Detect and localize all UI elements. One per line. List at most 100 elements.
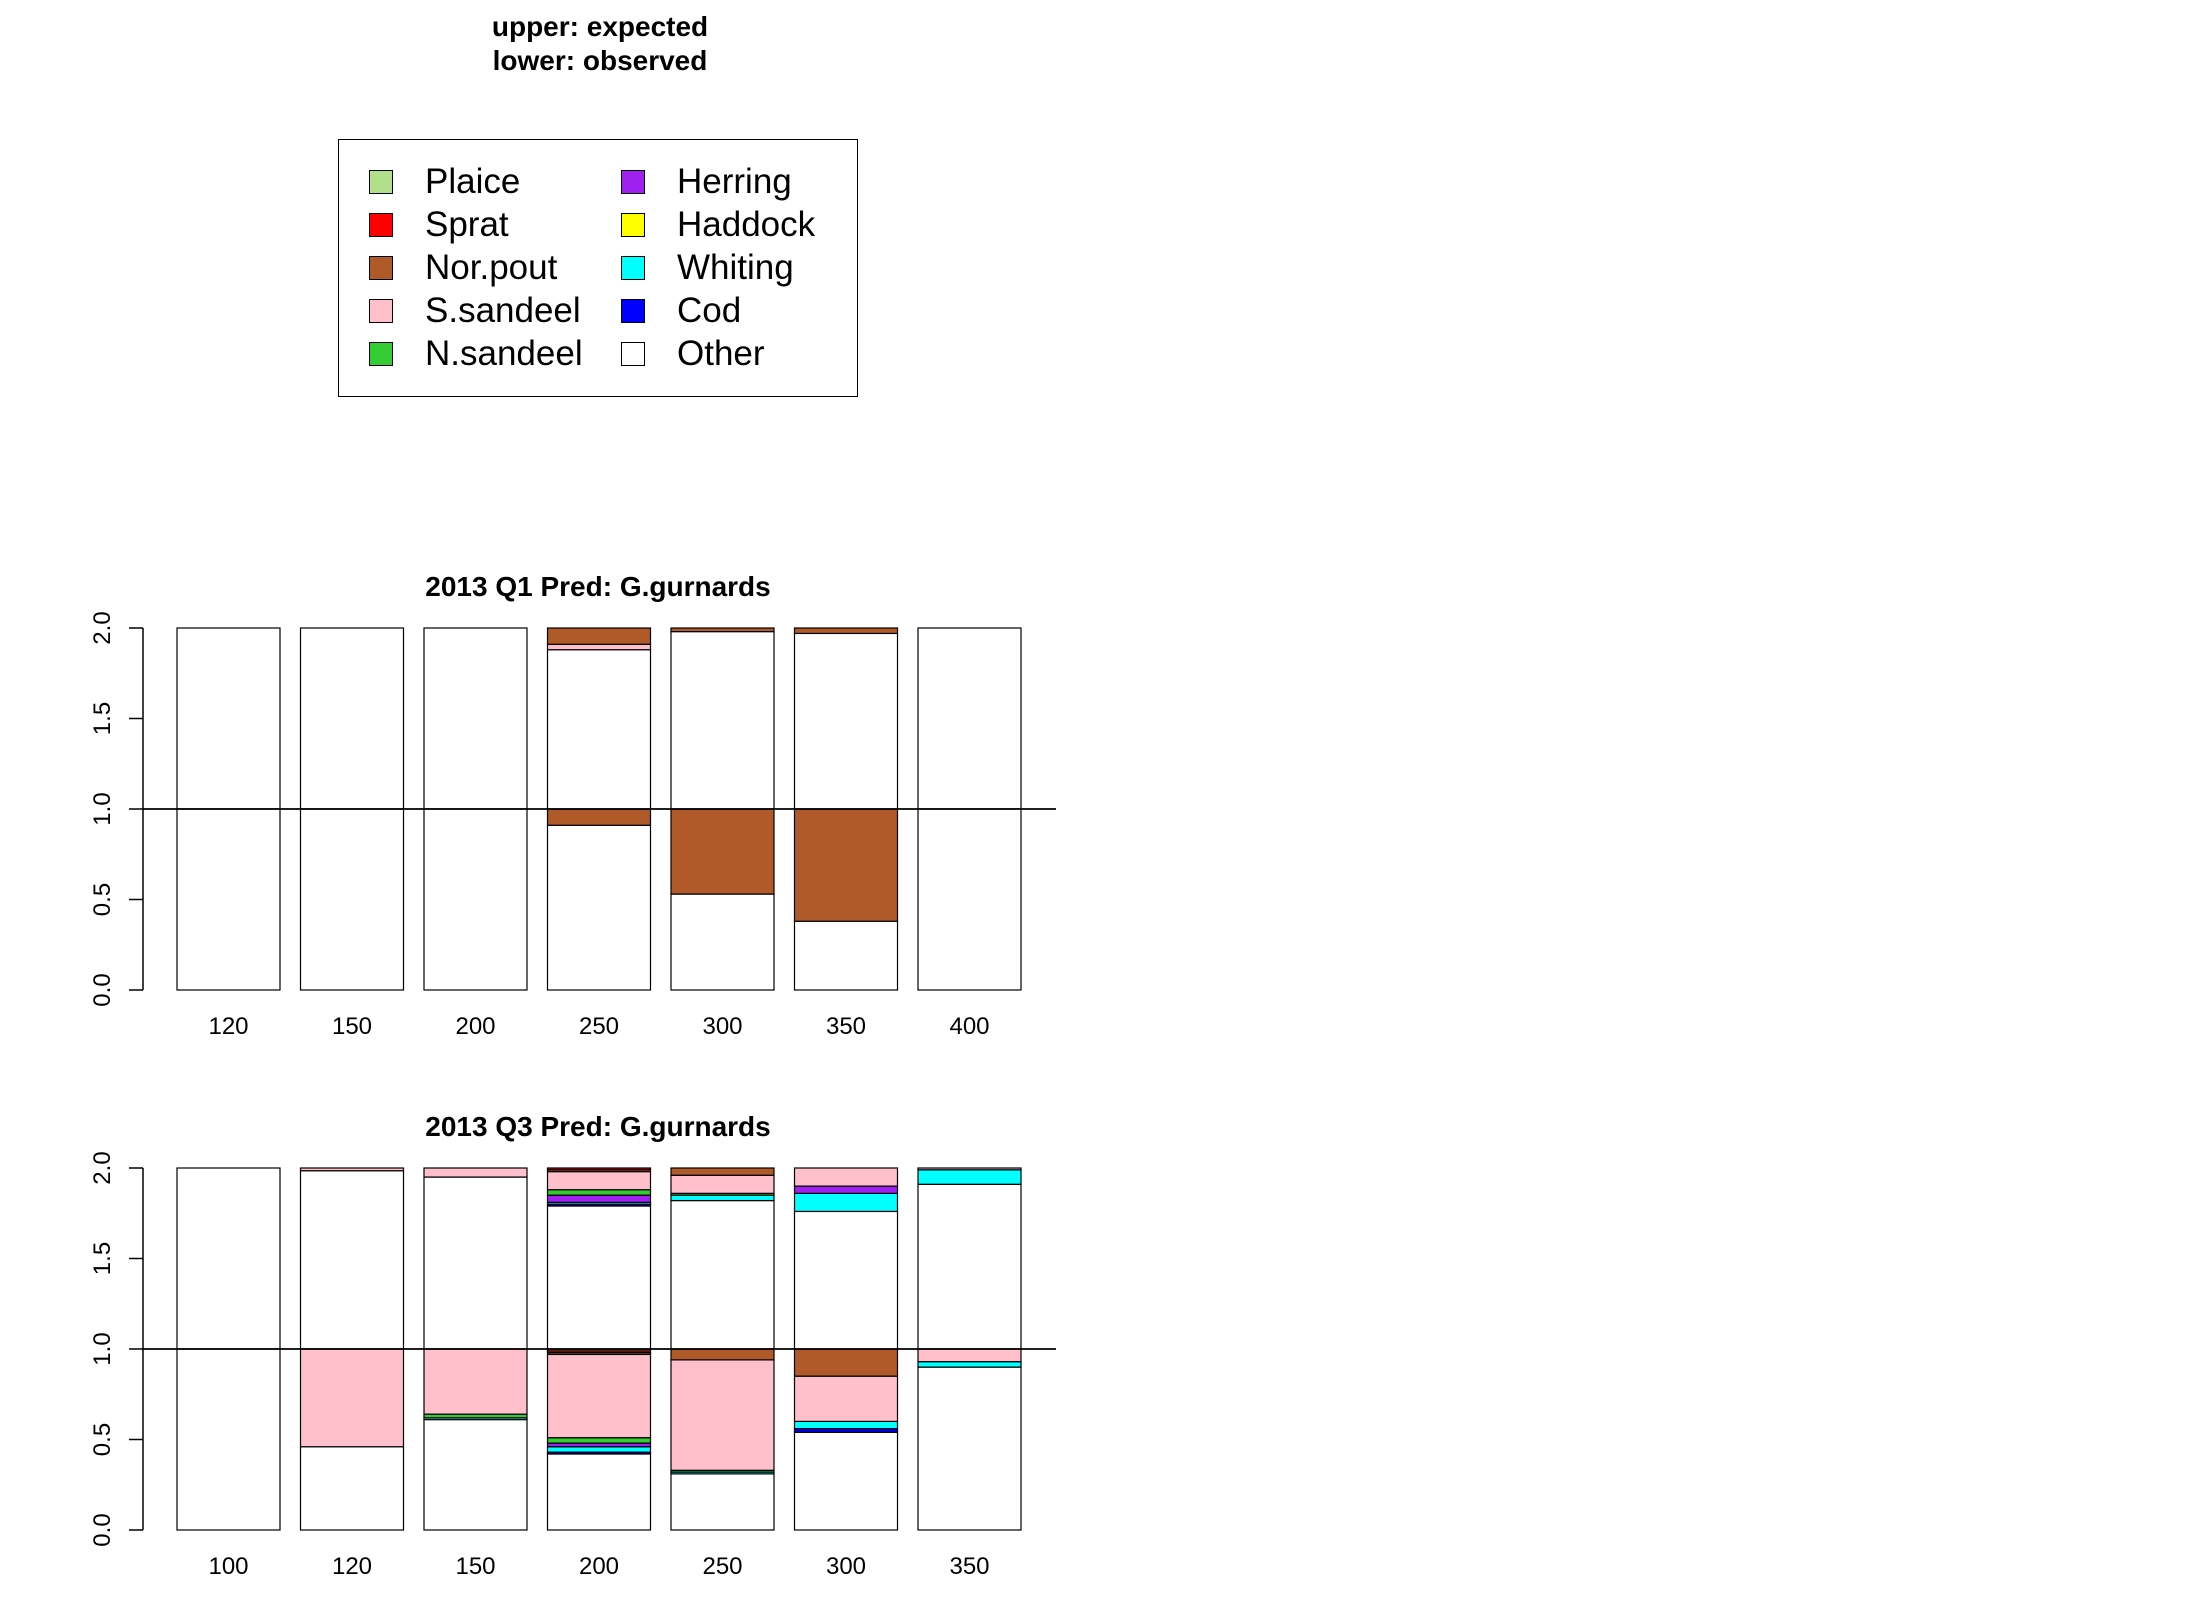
legend-swatch-haddock [621,213,645,237]
legend-label-plaice: Plaice [425,162,521,201]
x-tick-label: 350 [949,1553,989,1580]
bar-segment-expected-other [423,627,528,810]
legend-item-sprat: Sprat [369,205,509,245]
legend-label-s-sandeel: S.sandeel [425,291,581,330]
bar-segment-expected-n-sandeel [546,1189,652,1196]
y-tick-label: 0.5 [89,883,116,916]
header-line-upper: upper: expected [491,11,709,42]
bar-segment-observed-other [299,1446,405,1531]
x-tick-label: 120 [332,1553,372,1580]
y-tick-label: 2.0 [89,611,116,644]
y-tick-label: 0.0 [89,973,116,1006]
y-tick-label: 0.5 [89,1423,116,1456]
bar-segment-expected-s-sandeel [793,1167,899,1187]
legend-label-other: Other [677,334,765,373]
bar-segment-expected-s-sandeel [299,1167,405,1172]
bar-segment-expected-herring [793,1185,899,1194]
x-tick-label: 200 [455,1013,495,1040]
bar-segment-expected-s-sandeel [546,1171,652,1191]
bar-segment-observed-other [793,920,899,991]
bar-segment-expected-other [793,1210,899,1350]
legend-label-haddock: Haddock [677,205,816,244]
x-tick-label: 300 [702,1013,742,1040]
x-tick-label: 200 [579,1553,619,1580]
bar-segment-expected-other [176,627,281,810]
bar-segment-observed-whiting [546,1446,652,1453]
bar-segment-observed-other [299,808,405,991]
chart-2013-q3: 2013 Q3 Pred: G.gurnards 0.0 0.5 1.0 1.5 2.0… [89,1111,1056,1580]
bar-segment-observed-other [546,824,652,991]
legend-label-herring: Herring [677,162,792,201]
bar-segment-expected-s-sandeel [917,1167,1022,1171]
legend-label-whiting: Whiting [677,248,794,287]
bar-segment-expected-other [299,627,405,810]
legend-item-whiting: Whiting [621,248,794,288]
legend-swatch-other [621,342,645,366]
header-line-lower: lower: observed [492,45,708,76]
legend-swatch-whiting [621,256,645,280]
legend-label-nor-pout: Nor.pout [425,248,558,287]
bar-segment-observed-nor-pout [670,1348,775,1361]
bar-segment-expected-s-sandeel [423,1167,528,1178]
bar-segment-expected-other [917,1183,1022,1350]
x-tick-label: 250 [579,1013,619,1040]
x-tick-label: 100 [208,1553,248,1580]
x-tick-label: 300 [826,1553,866,1580]
chart-title: 2013 Q1 Pred: G.gurnards [425,571,770,602]
bar-segment-observed-other [423,808,528,991]
bar-segment-expected-other [917,627,1022,810]
legend-swatch-nor-pout [369,256,393,280]
bar-segment-observed-other [917,1366,1022,1531]
bar-segment-observed-s-sandeel [670,1359,775,1471]
bar-segment-expected-whiting [917,1169,1022,1185]
x-tick-label: 350 [826,1013,866,1040]
bar-segment-observed-nor-pout [793,808,899,922]
bar-segment-expected-whiting [793,1192,899,1213]
legend-swatch-s-sandeel [369,299,393,323]
legend-swatch-cod [621,299,645,323]
bar-segment-expected-nor-pout [670,1167,775,1176]
x-tick-label: 400 [949,1013,989,1040]
bar-segment-observed-nor-pout [670,808,775,895]
legend-item-herring: Herring [621,162,792,202]
legend-swatch-herring [621,170,645,194]
bar-segment-expected-other [670,631,775,810]
bar-segment-observed-other [670,1473,775,1531]
bar-segment-observed-n-sandeel [546,1437,652,1444]
bar-segment-observed-other [670,893,775,991]
y-tick-label: 1.0 [89,792,116,825]
legend-label-sprat: Sprat [425,205,509,244]
legend-item-s-sandeel: S.sandeel [369,291,581,331]
legend-label-cod: Cod [677,291,742,330]
bar-segment-expected-s-sandeel [670,1174,775,1194]
bar-segment-expected-other [546,1205,652,1350]
bar-segment-expected-nor-pout [670,627,775,633]
bar-segment-observed-other [546,1453,652,1531]
legend-swatch-sprat [369,213,393,237]
bar-segment-observed-other [793,1431,899,1531]
legend-item-plaice: Plaice [369,162,520,202]
bar-segment-observed-s-sandeel [299,1348,405,1448]
legend-swatch-n-sandeel [369,342,393,366]
bar-segment-observed-other [423,1418,528,1531]
bar-segment-expected-sprat [546,1167,652,1171]
legend: Plaice Sprat Nor.pout S.sandeel N.sandee… [338,139,858,397]
bar-segment-expected-other [423,1176,528,1350]
bar-segment-observed-s-sandeel [917,1348,1022,1363]
legend-label-n-sandeel: N.sandeel [425,334,583,373]
legend-item-other: Other [621,334,765,374]
x-tick-label: 150 [332,1013,372,1040]
bar-segment-observed-whiting [793,1420,899,1430]
x-tick-label: 250 [702,1553,742,1580]
bar-segment-expected-other [299,1170,405,1350]
bar-segment-expected-other [176,1167,281,1350]
bar-segment-expected-other [546,649,652,810]
legend-item-nor-pout: Nor.pout [369,248,557,288]
bar-segment-expected-other [670,1199,775,1350]
y-tick-label: 1.5 [89,702,116,735]
chart-header: upper: expected lower: observed [300,10,900,78]
bar-segment-observed-nor-pout [793,1348,899,1377]
y-tick-label: 1.0 [89,1332,116,1365]
x-tick-label: 120 [208,1013,248,1040]
bar-segment-expected-whiting [670,1194,775,1202]
